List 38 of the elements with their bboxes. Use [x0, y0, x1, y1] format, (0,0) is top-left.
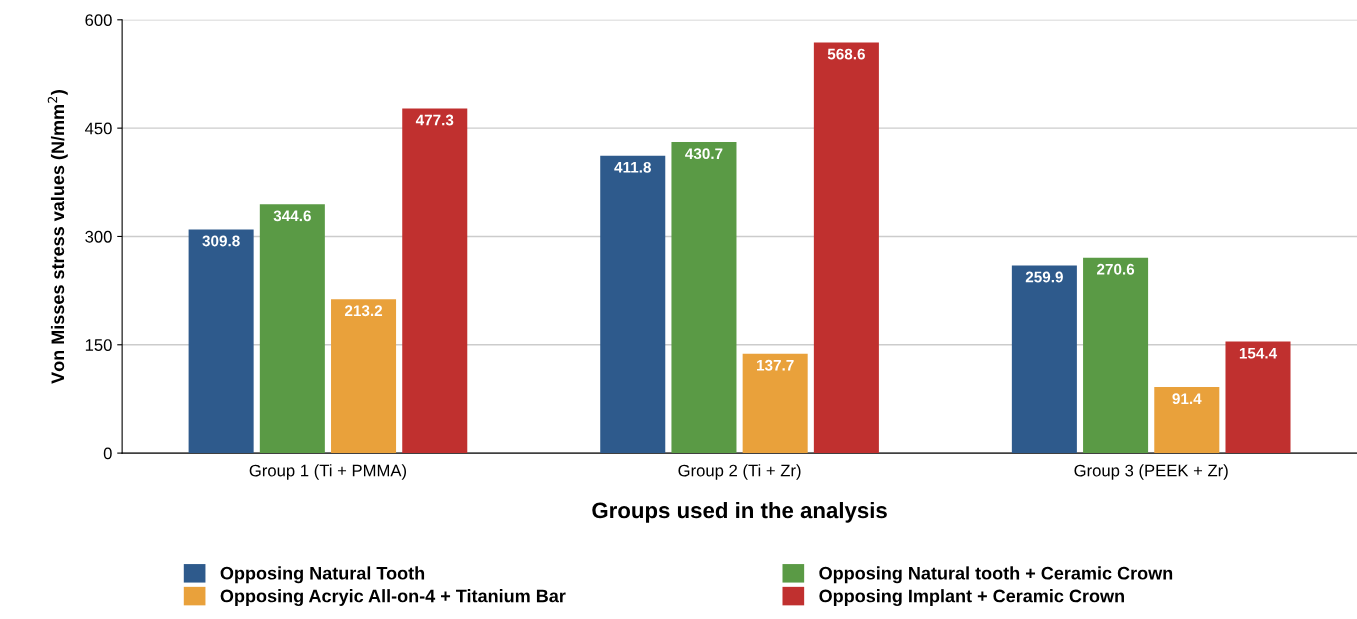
legend-label: Opposing Natural tooth + Ceramic Crown	[819, 566, 1173, 584]
bar	[331, 299, 397, 454]
y-tick-label: 300	[85, 230, 112, 243]
data-label: 213.2	[344, 305, 383, 317]
legend-label: Opposing Implant + Ceramic Crown	[819, 589, 1124, 607]
legend-label: Opposing Natural Tooth	[220, 566, 425, 584]
data-label: 309.8	[202, 235, 240, 247]
y-tick-label: 0	[103, 447, 112, 460]
data-label: 259.9	[1025, 271, 1063, 283]
legend-label: Opposing Acryic All-on-4 + Titanium Bar	[220, 589, 566, 607]
bar	[813, 42, 879, 454]
bar	[1083, 257, 1149, 454]
bar	[188, 229, 254, 454]
x-tick-label: Group 1 (Ti + PMMA)	[249, 464, 407, 480]
y-axis-title: Von Misses stress values (N/mm$^{2}$)	[47, 90, 68, 384]
y-tick-label: 450	[84, 122, 112, 135]
data-label: 430.7	[685, 148, 723, 160]
x-tick-label: Group 3 (PEEK + Zr)	[1074, 464, 1228, 480]
data-label: 270.6	[1097, 263, 1135, 275]
bar	[1154, 387, 1220, 454]
y-tick-label: 600	[85, 14, 112, 27]
y-tick-label: 150	[85, 339, 112, 351]
data-label: 477.3	[415, 114, 454, 126]
x-tick-label: Group 2 (Ti + Zr)	[678, 464, 801, 480]
bar	[671, 142, 737, 454]
bar	[600, 155, 666, 454]
bar	[402, 108, 468, 454]
bar	[742, 353, 808, 454]
data-label: 411.8	[614, 161, 651, 173]
bar	[1011, 265, 1077, 454]
bar	[259, 204, 325, 454]
data-label: 154.4	[1239, 347, 1278, 359]
data-label: 137.7	[757, 359, 794, 371]
bar	[1225, 341, 1291, 454]
data-label: 91.4	[1172, 393, 1202, 405]
data-label: 344.6	[273, 210, 311, 222]
x-axis-title: Groups used in the analysis	[592, 501, 887, 523]
data-label: 568.6	[827, 48, 865, 60]
